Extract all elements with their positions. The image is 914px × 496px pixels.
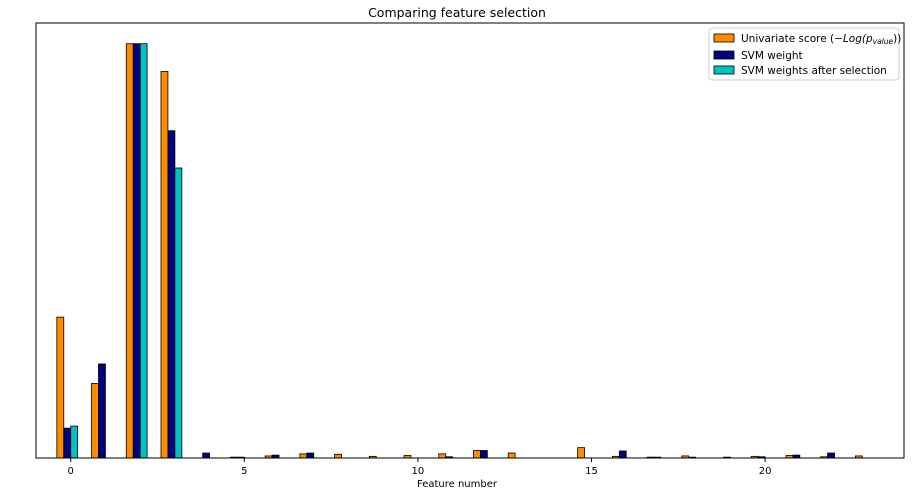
bar-univariate-12 bbox=[473, 450, 481, 459]
bar-svm-weight-1 bbox=[98, 363, 106, 459]
bar-univariate-13 bbox=[507, 452, 516, 459]
bar-univariate-7 bbox=[299, 453, 308, 459]
bar-svm-after-selection-0 bbox=[70, 425, 79, 459]
bar-univariate-0 bbox=[56, 316, 65, 459]
x-axis-label: Feature number bbox=[417, 479, 498, 490]
plot-frame bbox=[35, 22, 905, 459]
bar-svm-weight-0 bbox=[63, 427, 72, 459]
legend-label-svm-after-selection: SVM weights after selection bbox=[741, 65, 887, 77]
bars-layer bbox=[56, 43, 863, 459]
legend: Univariate score (−Log(pvalue)) SVM weig… bbox=[708, 27, 901, 81]
legend-swatch-svm-weight bbox=[713, 50, 735, 60]
chart-title: Comparing feature selection bbox=[368, 5, 546, 20]
legend-label-univariate: Univariate score (−Log(pvalue)) bbox=[741, 33, 901, 46]
bar-univariate-1 bbox=[91, 383, 99, 459]
bar-univariate-8 bbox=[334, 453, 342, 459]
legend-frame bbox=[708, 27, 900, 81]
bar-univariate-11 bbox=[438, 453, 447, 459]
bar-svm-weight-16 bbox=[618, 450, 627, 459]
legend-label-svm-weight: SVM weight bbox=[741, 50, 803, 62]
bar-svm-weight-7 bbox=[306, 452, 315, 459]
x-tick-label: 15 bbox=[585, 466, 598, 477]
x-tick-label: 5 bbox=[241, 466, 247, 477]
x-axis: 0 5 10 15 20 bbox=[68, 458, 772, 477]
bar-svm-weight-3 bbox=[167, 130, 176, 459]
bar-svm-after-selection-2 bbox=[139, 43, 148, 459]
bar-svm-weight-2 bbox=[132, 43, 141, 459]
legend-swatch-univariate bbox=[713, 33, 735, 43]
x-tick-label: 20 bbox=[759, 466, 772, 477]
bar-svm-weight-4 bbox=[202, 452, 211, 459]
x-tick-label: 10 bbox=[412, 466, 425, 477]
legend-swatch-svm-after-selection bbox=[713, 65, 735, 75]
bar-svm-weight-22 bbox=[827, 452, 835, 459]
x-tick-label: 0 bbox=[68, 466, 74, 477]
bar-svm-weight-12 bbox=[480, 450, 488, 459]
bar-univariate-15 bbox=[577, 447, 585, 459]
bar-univariate-2 bbox=[125, 43, 134, 459]
bar-univariate-3 bbox=[160, 71, 169, 459]
bar-svm-after-selection-3 bbox=[174, 167, 183, 459]
